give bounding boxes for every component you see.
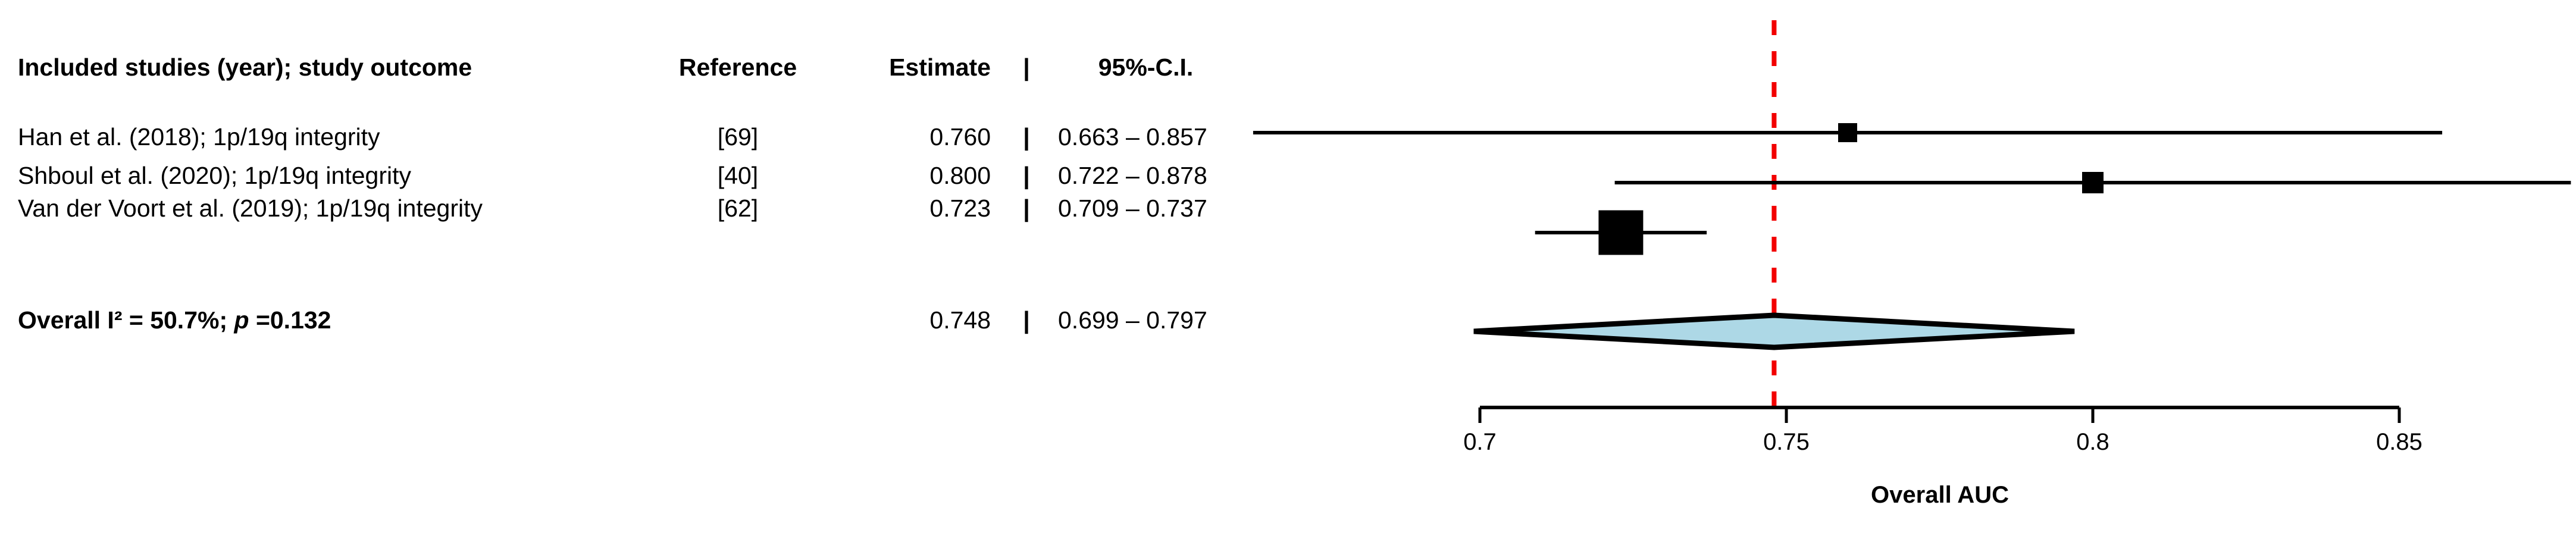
column-separator: | — [1023, 123, 1030, 151]
study-reference: [62] — [717, 195, 759, 222]
estimate-square — [2082, 172, 2104, 193]
study-estimate: 0.760 — [929, 123, 991, 151]
x-axis-tick-label: 0.8 — [2076, 429, 2109, 455]
overall-label-suffix: =0.132 — [249, 306, 331, 334]
study-ci: 0.709 – 0.737 — [1058, 195, 1207, 222]
column-separator: | — [1023, 54, 1030, 81]
column-separator: | — [1023, 306, 1030, 334]
column-separator: | — [1023, 162, 1030, 189]
x-axis-tick-label: 0.75 — [1763, 429, 1810, 455]
x-axis-tick-label: 0.85 — [2376, 429, 2422, 455]
study-ci: 0.663 – 0.857 — [1058, 123, 1207, 151]
column-header-studies: Included studies (year); study outcome — [18, 54, 472, 81]
study-estimate: 0.723 — [929, 195, 991, 222]
overall-label-p: p — [234, 306, 249, 334]
study-name: Han et al. (2018); 1p/19q integrity — [18, 123, 380, 151]
overall-label-prefix: Overall I² = 50.7%; — [18, 306, 234, 334]
study-name: Van der Voort et al. (2019); 1p/19q inte… — [18, 195, 483, 222]
study-name: Shboul et al. (2020); 1p/19q integrity — [18, 162, 411, 189]
column-separator: | — [1023, 195, 1030, 222]
study-estimate: 0.800 — [929, 162, 991, 189]
column-header-estimate: Estimate — [889, 54, 991, 81]
x-axis-tick-label: 0.7 — [1463, 429, 1497, 455]
study-reference: [69] — [717, 123, 759, 151]
estimate-square — [1838, 123, 1857, 142]
overall-heterogeneity-label: Overall I² = 50.7%; p =0.132 — [18, 305, 331, 335]
overall-diamond — [1473, 312, 2075, 350]
overall-ci: 0.699 – 0.797 — [1058, 306, 1207, 334]
study-ci: 0.722 – 0.878 — [1058, 162, 1207, 189]
study-reference: [40] — [717, 162, 759, 189]
estimate-square — [1598, 210, 1644, 255]
column-header-ci: 95%-C.I. — [1098, 54, 1194, 81]
x-axis-title: Overall AUC — [1871, 482, 2009, 508]
column-header-reference: Reference — [678, 54, 797, 81]
overall-estimate: 0.748 — [929, 306, 991, 334]
